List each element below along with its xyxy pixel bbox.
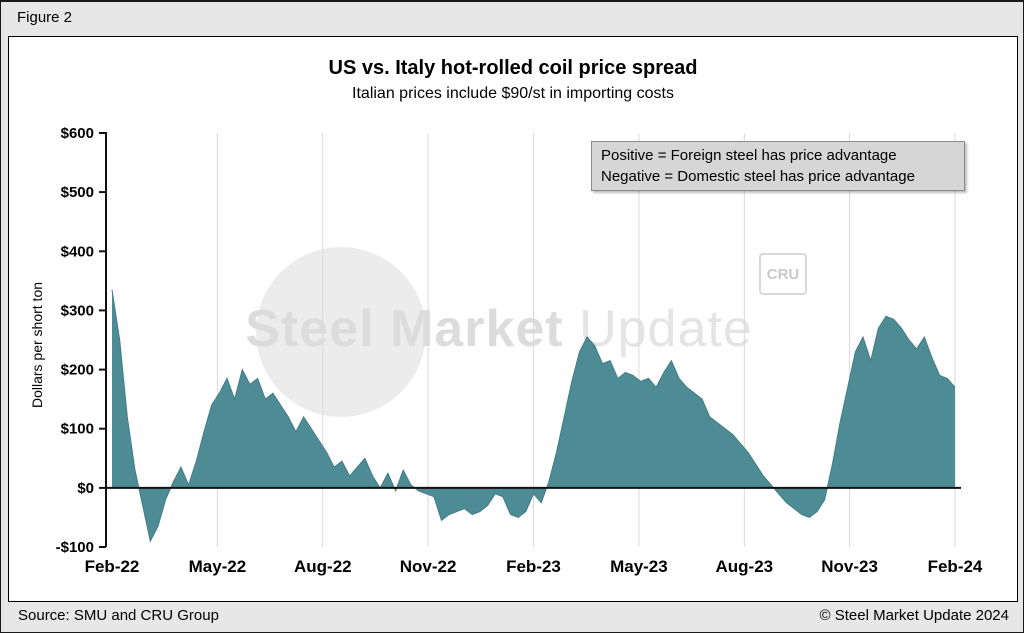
legend-line-negative: Negative = Domestic steel has price adva… <box>601 168 915 185</box>
y-tick-label: $200 <box>61 362 94 379</box>
watermark: Steel Market Update CRU <box>9 37 1017 601</box>
x-tick-label: Feb-22 <box>85 557 140 576</box>
footer-copyright: © Steel Market Update 2024 <box>819 607 1010 624</box>
spread-line-series <box>111 289 956 543</box>
chart-panel: Steel Market Update CRU $600 $500 $400 $300… <box>8 36 1018 602</box>
x-tick-label: May-23 <box>610 557 668 576</box>
y-tick-label: -$100 <box>56 539 94 556</box>
x-tick-label: Feb-23 <box>506 557 561 576</box>
x-tick-label: May-22 <box>189 557 247 576</box>
footer: Source: SMU and CRU Group © Steel Market… <box>1 600 1023 632</box>
y-tick-label: $0 <box>77 480 94 497</box>
y-tick-label: $100 <box>61 421 94 438</box>
y-axis-title: Dollars per short ton <box>29 281 45 409</box>
y-tick-label: $400 <box>61 243 94 260</box>
watermark-text-update: Update <box>579 300 753 358</box>
x-tick-label: Aug-22 <box>294 557 352 576</box>
figure-label: Figure 2 <box>17 9 73 26</box>
cru-logo-badge: CRU <box>759 253 807 295</box>
watermark-text: Steel Market Update <box>189 299 809 359</box>
x-tick-label: Feb-24 <box>928 557 983 576</box>
chart-subtitle: Italian prices include $90/st in importi… <box>352 85 674 102</box>
y-tick-label: $300 <box>61 302 94 319</box>
footer-source: Source: SMU and CRU Group <box>18 607 219 624</box>
x-tick-label: Nov-22 <box>400 557 457 576</box>
x-tick-label: Nov-23 <box>821 557 878 576</box>
chart-title: US vs. Italy hot-rolled coil price sprea… <box>328 57 698 79</box>
legend-line-positive: Positive = Foreign steel has price advan… <box>601 147 897 164</box>
y-tick-label: $600 <box>61 125 94 142</box>
watermark-text-bold: Steel Market <box>245 300 564 358</box>
watermark-circle-logo <box>256 247 426 417</box>
x-tick-label: Aug-23 <box>715 557 773 576</box>
y-tick-label: $500 <box>61 184 94 201</box>
legend-box: Positive = Foreign steel has price advan… <box>591 141 965 191</box>
spread-area-series <box>112 289 955 542</box>
